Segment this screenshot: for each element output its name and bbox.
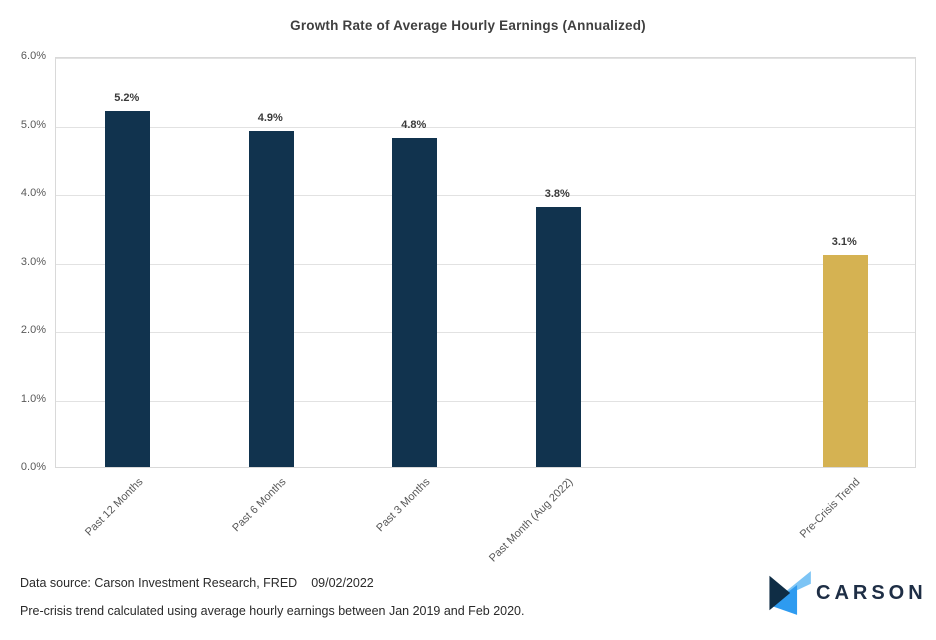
chart-title: Growth Rate of Average Hourly Earnings (… [290, 18, 646, 33]
bar-value-label-0: 5.2% [114, 91, 140, 104]
gridline [56, 58, 915, 59]
footer-source-line: Data source: Carson Investment Research,… [20, 576, 374, 590]
bar-2 [392, 138, 438, 467]
carson-chevron-icon [769, 571, 811, 615]
bar-1 [248, 131, 294, 467]
y-tick-label-1: 1.0% [20, 392, 46, 405]
y-tick-label-0: 0.0% [20, 461, 46, 473]
bar-value-label-4: 3.1% [831, 235, 857, 248]
bar-3 [535, 206, 581, 467]
x-tick-label-3: Past Month (Aug 2022) [487, 476, 576, 565]
bar-value-label-3: 3.8% [544, 187, 570, 200]
logo-light-blue-shape [774, 571, 811, 602]
footer-date: 09/02/2022 [311, 576, 374, 590]
y-tick-label-4: 4.0% [20, 187, 46, 199]
y-tick-label-6: 6.0% [20, 50, 46, 62]
bar-value-label-2: 4.8% [401, 119, 427, 132]
gridline [56, 332, 915, 333]
carson-logo: CARSON [766, 570, 926, 618]
footer-source-text: Data source: Carson Investment Research,… [20, 576, 298, 590]
x-tick-label-0: Past 12 Months [82, 476, 146, 539]
y-tick-label-3: 3.0% [20, 255, 46, 268]
logo-blue-shape [770, 584, 798, 615]
bar-value-label-1: 4.9% [257, 112, 283, 125]
footer-note: Pre-crisis trend calculated using averag… [20, 604, 525, 618]
bar-0 [105, 110, 151, 467]
y-tick-label-2: 2.0% [20, 324, 46, 336]
gridline [56, 195, 915, 196]
x-tick-label-2: Past 3 Months [374, 476, 433, 535]
logo-navy-shape [769, 575, 791, 611]
y-tick-label-5: 5.0% [20, 118, 46, 131]
carson-logo-text: CARSON [816, 582, 927, 604]
gridline [56, 126, 915, 128]
gridline [56, 400, 915, 402]
plot-area [55, 57, 916, 468]
bar-4 [822, 254, 868, 467]
gridline [56, 263, 915, 265]
x-tick-label-1: Past 6 Months [230, 476, 289, 535]
